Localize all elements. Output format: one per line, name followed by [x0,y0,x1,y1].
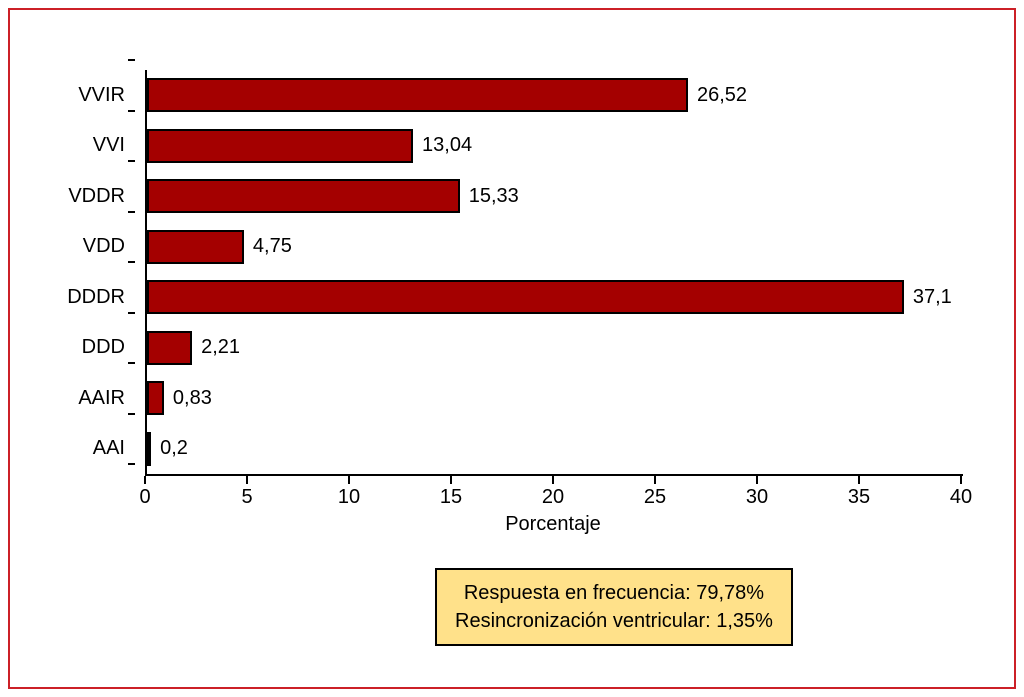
x-axis-tick-mark [246,476,248,484]
x-axis-tick-label: 20 [541,486,565,508]
bar-value-label: 37,1 [912,285,952,308]
bar-row: 2,21 [147,323,963,374]
bar-value-label: 2,21 [201,336,241,359]
x-axis-tick-mark [552,476,554,484]
bar-aair [147,381,164,416]
bar-value-label: 15,33 [468,184,519,207]
bar-vvir [147,78,688,113]
y-axis-tick-mark [128,463,135,465]
bar-series: 26,52 13,04 15,33 4,75 37,1 2,21 0,83 0,2 [147,70,963,474]
x-axis-title: Porcentaje [505,513,601,535]
bar-row: 0,83 [147,373,963,424]
x-axis-tick-mark [348,476,350,484]
category-label-dddr: DDDR [67,285,125,308]
annotation-line-1: Respuesta en frecuencia: 79,78% [463,582,765,604]
x-axis-tick-mark [858,476,860,484]
y-axis-category-labels: VVIR VVI VDDR VDD DDDR DDD AAIR AAI [10,70,135,474]
bar-vddr [147,179,460,214]
y-axis-tick-mark [128,110,135,112]
y-axis-tick-mark [128,261,135,263]
bar-row: 15,33 [147,171,963,222]
bar-row: 4,75 [147,222,963,273]
category-label-ddd: DDD [81,336,125,359]
bar-row: 13,04 [147,121,963,172]
annotation-box: Respuesta en frecuencia: 79,78% Resincro… [435,568,793,646]
bar-vvi [147,128,414,163]
x-axis-tick-label: 30 [745,486,769,508]
x-axis-tick-label: 10 [337,486,361,508]
x-axis-tick-mark [756,476,758,484]
x-axis-tick-mark [450,476,452,484]
bar-vdd [147,229,244,264]
x-axis-tick-label: 5 [241,486,253,508]
category-label-vvir: VVIR [78,83,125,106]
bar-row: 0,2 [147,424,963,475]
category-label-vvi: VVI [92,134,125,157]
x-axis-tick-label: 15 [439,486,463,508]
x-axis-tick-mark [144,476,146,484]
annotation-line-2: Resincronización ventricular: 1,35% [455,610,773,632]
figure-frame: VVIR VVI VDDR VDD DDDR DDD AAIR AAI 26,52 13,04 1… [8,8,1016,689]
y-axis-tick-mark [128,362,135,364]
bar-ddd [147,330,193,365]
y-axis-tick-mark [128,312,135,314]
x-axis-tick-mark [960,476,962,484]
plot-area: 26,52 13,04 15,33 4,75 37,1 2,21 0,83 0,2 [145,70,963,476]
bar-row: 26,52 [147,70,963,121]
y-axis-tick-mark [128,211,135,213]
category-label-vddr: VDDR [68,184,125,207]
bar-value-label: 4,75 [252,235,292,258]
bar-dddr [147,280,904,315]
bar-value-label: 0,83 [172,386,212,409]
x-axis-tick-label: 35 [847,486,871,508]
bar-value-label: 13,04 [422,134,473,157]
category-label-vdd: VDD [82,235,125,258]
x-axis-tick-label: 40 [949,486,973,508]
bar-value-label: 26,52 [697,83,748,106]
x-axis-tick-label: 0 [139,486,151,508]
x-axis-tick-label: 25 [643,486,667,508]
y-axis-tick-mark [128,160,135,162]
x-axis-tick-mark [654,476,656,484]
bar-aai [147,431,152,466]
y-axis-tick-mark [128,413,135,415]
category-label-aai: AAI [92,437,125,460]
y-axis-tick-mark [128,59,135,61]
bar-value-label: 0,2 [160,437,188,460]
bar-row: 37,1 [147,272,963,323]
category-label-aair: AAIR [78,386,125,409]
